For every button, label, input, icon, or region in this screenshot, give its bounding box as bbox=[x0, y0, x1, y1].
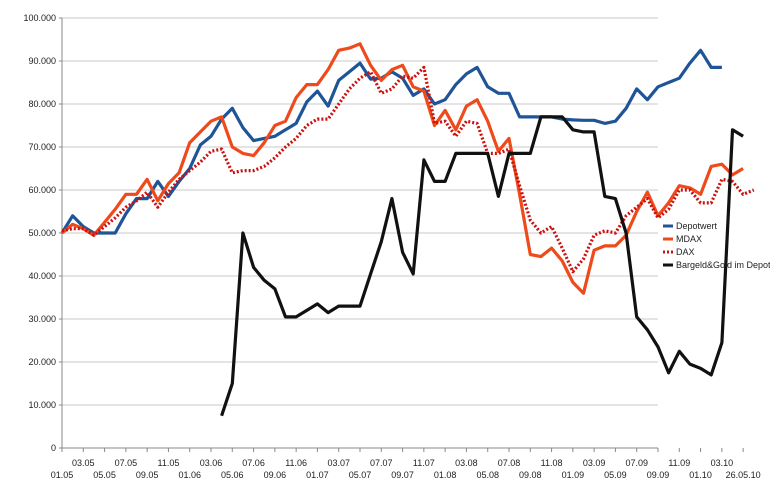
series-line-dax bbox=[61, 65, 755, 274]
legend-label: Bargeld&Gold im Depot bbox=[676, 260, 770, 270]
x-tick-label: 01.05 bbox=[51, 470, 74, 479]
x-tick-label: 26.05.10 bbox=[726, 470, 761, 479]
x-tick-label: 01.08 bbox=[434, 470, 457, 479]
y-tick-label: 90.000 bbox=[28, 56, 56, 66]
x-tick-label: 03.08 bbox=[455, 458, 478, 468]
x-tick-label: 01.06 bbox=[178, 470, 201, 479]
x-tick-label: 01.09 bbox=[562, 470, 585, 479]
x-tick-label: 11.07 bbox=[413, 458, 435, 468]
x-tick-label: 09.09 bbox=[647, 470, 670, 479]
x-tick-label: 03.09 bbox=[583, 458, 606, 468]
x-tick-label: 07.06 bbox=[242, 458, 265, 468]
y-tick-labels: 0 10.000 20.000 30.000 40.000 50.000 60.000 70.… bbox=[23, 13, 62, 453]
x-tick-label: 07.08 bbox=[498, 458, 521, 468]
x-tick-label: 03.06 bbox=[200, 458, 223, 468]
series-lines bbox=[60, 42, 755, 417]
x-tick-label: 05.05 bbox=[93, 470, 116, 479]
legend: Depotwert MDAX DAX Bargeld&Gold im Depot bbox=[663, 221, 770, 270]
x-tick-label: 09.07 bbox=[391, 470, 414, 479]
x-tick-label: 03.10 bbox=[711, 458, 734, 468]
x-tick-label: 09.08 bbox=[519, 470, 542, 479]
y-tick-label: 80.000 bbox=[28, 99, 56, 109]
x-tick-label: 05.09 bbox=[604, 470, 627, 479]
x-tick-label: 07.07 bbox=[370, 458, 393, 468]
x-tick-label: 07.05 bbox=[115, 458, 138, 468]
y-tick-label: 60.000 bbox=[28, 185, 56, 195]
y-tick-label: 10.000 bbox=[28, 400, 56, 410]
x-tick-label: 07.09 bbox=[625, 458, 648, 468]
x-tick-label: 05.08 bbox=[476, 470, 499, 479]
y-tick-label: 70.000 bbox=[28, 142, 56, 152]
x-tick-label: 05.06 bbox=[221, 470, 244, 479]
legend-label: Depotwert bbox=[676, 221, 718, 231]
legend-label: DAX bbox=[676, 247, 695, 257]
y-tick-label: 20.000 bbox=[28, 357, 56, 367]
y-tick-label: 100.000 bbox=[23, 13, 56, 23]
x-tick-label: 01.10 bbox=[689, 470, 712, 479]
x-tick-label: 09.06 bbox=[264, 470, 287, 479]
x-tick-label: 11.06 bbox=[285, 458, 307, 468]
gridlines bbox=[62, 17, 658, 406]
y-tick-label: 40.000 bbox=[28, 271, 56, 281]
x-tick-label: 09.05 bbox=[136, 470, 159, 479]
x-tick-label: 03.07 bbox=[327, 458, 350, 468]
x-tick-label: 01.07 bbox=[306, 470, 329, 479]
series-line-bargeld-gold-im-depot bbox=[220, 115, 744, 417]
y-tick-label: 30.000 bbox=[28, 314, 56, 324]
x-tick-label: 11.09 bbox=[668, 458, 690, 468]
y-tick-label: 0 bbox=[51, 443, 56, 453]
x-tick-label: 11.08 bbox=[541, 458, 563, 468]
x-tick-label: 11.05 bbox=[157, 458, 179, 468]
y-tick-label: 50.000 bbox=[28, 228, 56, 238]
legend-label: MDAX bbox=[676, 234, 702, 244]
x-tick-label: 05.07 bbox=[349, 470, 372, 479]
x-tick-label: 03.05 bbox=[72, 458, 95, 468]
series-line-mdax bbox=[60, 42, 744, 295]
x-tick-labels: 01.05 03.05 05.05 07.05 09.05 11.05 01.06 03.06… bbox=[51, 448, 761, 480]
